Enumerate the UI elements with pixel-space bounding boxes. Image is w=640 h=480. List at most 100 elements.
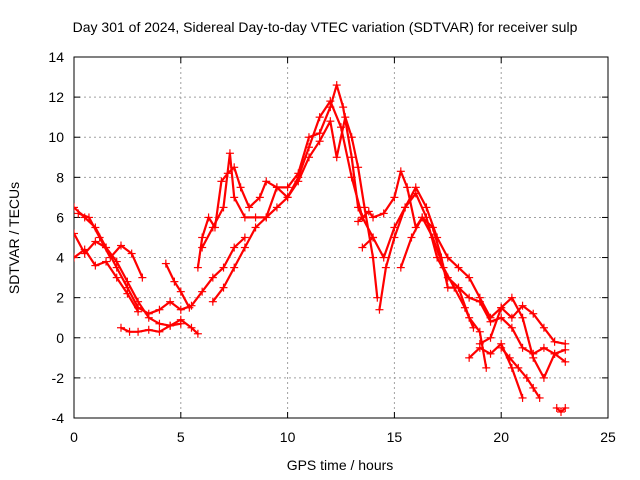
data-point-marker <box>518 393 527 402</box>
data-point-marker <box>185 303 194 312</box>
data-point-marker <box>341 113 350 122</box>
data-point-marker <box>155 327 164 336</box>
data-point-marker <box>138 273 147 282</box>
series-12 <box>375 189 491 372</box>
series-2 <box>74 229 185 330</box>
x-tick-label: 15 <box>387 429 403 445</box>
data-point-marker <box>465 273 474 282</box>
data-point-marker <box>134 307 143 316</box>
data-point-marker <box>198 243 207 252</box>
series-13 <box>396 213 478 332</box>
data-point-marker <box>80 245 89 254</box>
data-point-marker <box>561 403 570 412</box>
data-point-marker <box>304 153 313 162</box>
data-point-marker <box>127 249 136 258</box>
y-tick-label: 14 <box>48 49 64 65</box>
data-point-marker <box>332 81 341 90</box>
y-axis-label: SDTVAR / TECUs <box>6 182 22 294</box>
data-point-marker <box>208 297 217 306</box>
data-point-marker <box>245 203 254 212</box>
data-point-marker <box>315 113 324 122</box>
data-point-marker <box>354 217 363 226</box>
data-point-marker <box>240 233 249 242</box>
data-point-marker <box>369 253 378 262</box>
data-point-marker <box>497 343 506 352</box>
data-point-marker <box>379 253 388 262</box>
data-point-marker <box>332 153 341 162</box>
data-point-marker <box>166 321 175 330</box>
data-point-marker <box>170 277 179 286</box>
data-point-marker <box>369 213 378 222</box>
data-point-marker <box>390 233 399 242</box>
series-5 <box>116 315 202 338</box>
data-point-marker <box>74 203 78 212</box>
data-point-marker <box>230 263 239 272</box>
data-point-marker <box>112 273 121 282</box>
data-point-marker <box>198 287 207 296</box>
data-point-marker <box>450 283 459 292</box>
data-point-marker <box>112 257 121 266</box>
data-point-marker <box>403 183 412 192</box>
data-point-marker <box>74 229 78 238</box>
series-line <box>468 342 524 399</box>
data-point-marker <box>561 339 570 348</box>
series-17 <box>552 403 570 416</box>
series-line <box>211 116 379 303</box>
series-line <box>399 216 475 329</box>
y-tick-label: -2 <box>52 370 65 386</box>
data-point-marker <box>74 253 78 262</box>
series-line <box>164 262 191 309</box>
x-axis-ticks: 0 5 10 15 20 25 <box>70 57 616 445</box>
data-point-marker <box>529 309 538 318</box>
series-7 <box>193 97 378 272</box>
y-tick-label: 4 <box>56 250 64 266</box>
data-point-marker <box>518 301 527 310</box>
data-point-marker <box>401 203 410 212</box>
series-14 <box>465 339 527 402</box>
data-point-marker <box>116 323 125 332</box>
y-tick-label: 2 <box>56 290 64 306</box>
data-point-marker <box>272 183 281 192</box>
data-point-marker <box>251 223 260 232</box>
series-line <box>500 346 541 399</box>
data-point-marker <box>230 243 239 252</box>
data-point-marker <box>240 213 249 222</box>
data-point-marker <box>347 133 356 142</box>
x-axis-label: GPS time / hours <box>287 457 394 473</box>
data-point-marker <box>407 233 416 242</box>
data-point-marker <box>161 259 170 268</box>
data-point-marker <box>144 325 153 334</box>
data-point-marker <box>486 333 495 342</box>
data-point-marker <box>364 207 373 216</box>
data-point-marker <box>539 323 548 332</box>
data-point-marker <box>443 253 452 262</box>
data-point-marker <box>411 189 420 198</box>
x-tick-label: 10 <box>280 429 296 445</box>
data-point-marker <box>354 163 363 172</box>
x-tick-label: 25 <box>600 429 616 445</box>
data-point-marker <box>74 209 83 218</box>
data-point-marker <box>208 273 217 282</box>
data-point-marker <box>294 177 303 186</box>
data-point-marker <box>219 283 228 292</box>
data-point-marker <box>326 117 335 126</box>
data-point-marker <box>176 287 185 296</box>
y-tick-label: 12 <box>48 89 64 105</box>
y-tick-label: 6 <box>56 209 64 225</box>
data-point-marker <box>469 323 478 332</box>
data-point-marker <box>208 223 217 232</box>
data-point-marker <box>123 289 132 298</box>
data-point-marker <box>347 153 356 162</box>
data-point-marker <box>251 213 260 222</box>
series-4 <box>74 209 147 282</box>
data-point-marker <box>134 327 143 336</box>
data-point-marker <box>230 193 239 202</box>
data-point-marker <box>539 343 548 352</box>
data-point-marker <box>315 137 324 146</box>
data-point-marker <box>552 403 561 412</box>
data-point-marker <box>134 297 143 306</box>
data-point-marker <box>454 263 463 272</box>
data-point-marker <box>125 327 134 336</box>
data-point-marker <box>193 329 202 338</box>
data-point-marker <box>315 129 324 138</box>
